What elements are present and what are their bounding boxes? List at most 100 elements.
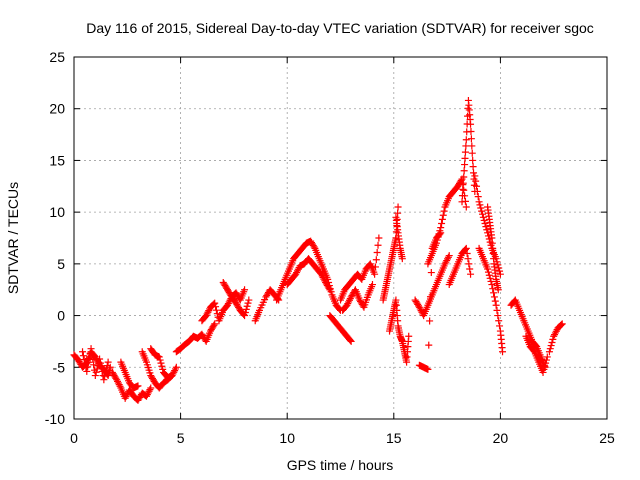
data-point [244,299,252,307]
data-point [346,295,354,303]
data-point [145,387,153,395]
data-point [460,186,468,194]
data-point [171,367,179,375]
data-point [444,255,452,263]
data-point [458,192,466,200]
x-tick-label: 0 [70,430,78,446]
data-point [445,252,453,260]
data-point [532,342,540,350]
y-tick-label: 0 [57,308,65,324]
data-point [159,365,167,373]
data-point [114,379,122,387]
data-point [211,299,219,307]
data-point [326,286,334,294]
data-point [394,209,402,217]
data-point [147,384,155,392]
series-arc2 [79,345,112,384]
data-point [546,345,554,353]
data-point [496,270,504,278]
data-point [437,229,445,237]
data-point [478,207,486,215]
data-point [321,277,329,285]
y-tick-label: 20 [49,101,65,117]
data-point [212,303,220,311]
data-point [123,391,131,399]
data-point [372,256,380,264]
data-point [539,368,547,376]
data-point [499,348,507,356]
data-point [310,243,318,251]
data-point [96,359,104,367]
series-arc14 [337,234,383,304]
data-point [121,394,129,402]
data-point [558,320,566,328]
data-point [469,156,477,164]
data-point [79,348,87,356]
series-arc19 [411,252,453,320]
data-point [415,303,423,311]
data-point [462,136,470,144]
data-point [224,300,232,308]
data-point [443,257,451,265]
data-point [83,367,91,375]
data-point [465,260,473,268]
data-point [343,301,351,309]
data-point [542,356,550,364]
data-point [463,250,471,258]
data-point [84,358,92,366]
data-point [102,365,110,373]
data-point [426,293,434,301]
data-point [545,348,553,356]
data-point [87,345,95,353]
data-point [542,359,550,367]
data-point [368,281,376,289]
data-point [459,185,467,193]
data-point [469,163,477,171]
tick-layer: 0 5 10 15 20 25 -10 -5 0 5 10 15 20 25 [45,49,615,446]
data-point [345,298,353,306]
data-point [461,245,469,253]
data-point [440,207,448,215]
data-point [115,381,123,389]
data-point [85,354,93,362]
y-axis-label: SDTVAR / TECUs [5,182,21,294]
data-point [394,203,402,211]
data-point [241,286,249,294]
series-arc8 [198,286,249,325]
data-point [550,332,558,340]
data-point [472,177,480,185]
data-point [88,350,96,358]
series-arc7 [172,320,219,356]
series-arc21 [415,229,445,373]
y-tick-label: 15 [49,152,65,168]
data-point [548,338,556,346]
series-arc23 [458,96,479,206]
data-point [170,368,178,376]
data-point [426,317,434,325]
data-point [482,223,490,231]
data-point [464,255,472,263]
data-point [113,376,121,384]
series-arc15 [339,281,376,314]
data-point [104,358,112,366]
data-point [79,352,87,360]
series-arc28 [522,332,551,376]
data-point [325,284,333,292]
series-arc12 [283,255,334,294]
data-point [241,312,249,320]
data-point [95,358,103,366]
data-point [416,305,424,313]
data-point [374,241,382,249]
series-arc3 [108,368,155,404]
x-tick-label: 25 [599,430,615,446]
data-point [484,268,492,276]
data-point [398,255,406,263]
data-point [373,248,381,256]
data-point [467,127,475,135]
data-point [436,230,444,238]
data-point [467,120,475,128]
data-point [158,362,166,370]
data-point [483,226,491,234]
data-point [438,215,446,223]
data-point [344,300,352,308]
